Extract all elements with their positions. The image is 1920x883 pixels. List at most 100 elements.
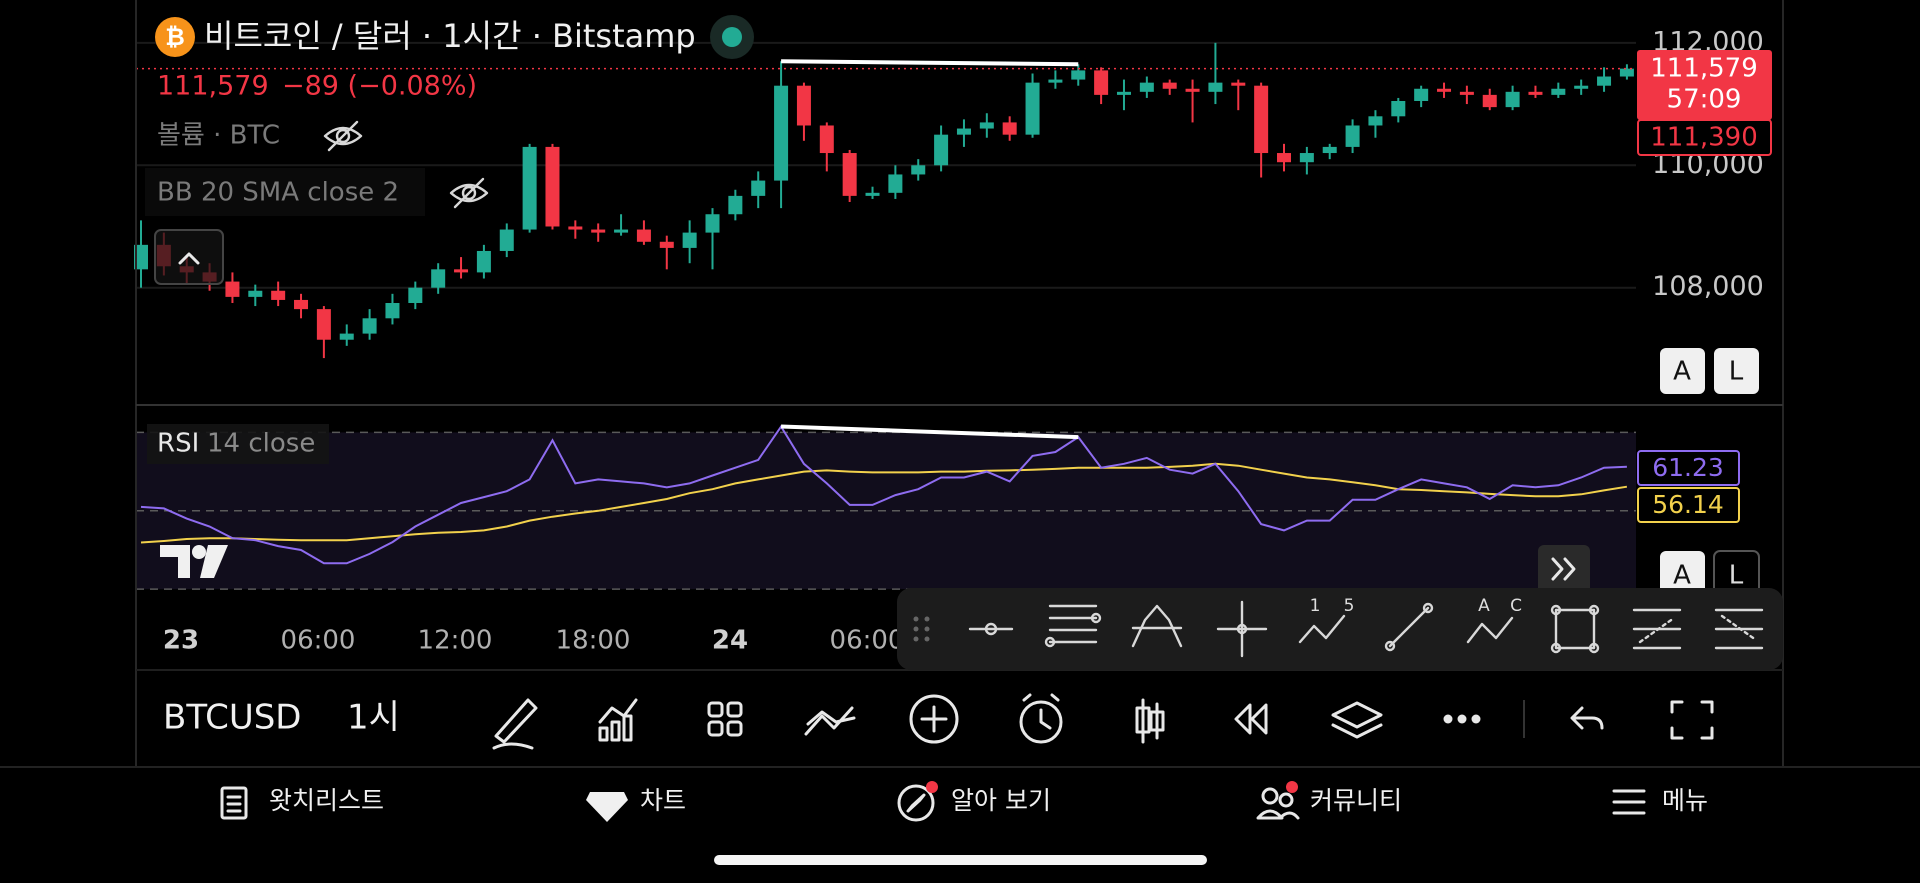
candle-body — [1345, 125, 1360, 147]
tradingview-logo — [160, 545, 228, 578]
tool-tag: C — [1510, 596, 1522, 616]
countdown: 57:09 — [1667, 85, 1742, 115]
fullscreen-button[interactable] — [1670, 700, 1714, 740]
market-status-dot — [722, 27, 742, 47]
candle-body — [1002, 122, 1017, 135]
time-label: 12:00 — [418, 626, 493, 656]
replay-button[interactable] — [1234, 703, 1268, 735]
auto-button-label: A — [1673, 561, 1691, 591]
drawing-toolbar: 1 5 A C — [897, 588, 1783, 670]
nav-badge — [926, 781, 938, 793]
toolbar-symbol[interactable]: BTCUSD — [163, 698, 302, 738]
alert-button[interactable] — [1019, 693, 1063, 744]
candle-body — [705, 214, 720, 233]
tool-tag: A — [1478, 596, 1490, 616]
candle-body — [751, 180, 766, 196]
candle-body — [339, 333, 354, 340]
expand-tools-button[interactable] — [1538, 545, 1590, 594]
auto-button[interactable] — [1660, 348, 1705, 394]
undo-button[interactable] — [1570, 706, 1604, 730]
tool-crosshair[interactable] — [1216, 600, 1268, 658]
nav-explore[interactable]: 알아 보기 — [951, 786, 1051, 815]
tool-horizontal-ray[interactable] — [968, 622, 1014, 636]
rsi-line — [140, 424, 1627, 565]
volume-label[interactable]: 볼륨 · BTC — [157, 121, 280, 151]
tool-abcd[interactable] — [1466, 616, 1514, 644]
nav-watchlist[interactable]: 왓치리스트 — [269, 786, 384, 815]
candle-body — [476, 250, 491, 273]
candle-body — [1139, 82, 1154, 92]
add-button[interactable] — [909, 694, 959, 744]
candle-body — [796, 85, 811, 126]
hide-icon[interactable] — [323, 120, 363, 152]
candle-body — [1277, 153, 1291, 163]
other-price-box: 111,390 — [1637, 119, 1772, 156]
candle-body — [1048, 79, 1063, 83]
candle-body — [362, 318, 377, 334]
rsi-title[interactable]: RSI — [157, 429, 199, 459]
chart-type-button[interactable] — [1135, 698, 1165, 744]
rsi-value-box: 61.23 — [1637, 450, 1740, 486]
nav-community[interactable]: 커뮤니티 — [1310, 786, 1402, 815]
candle-body — [225, 281, 240, 297]
drag-handle[interactable] — [913, 616, 930, 642]
candle-body — [1505, 91, 1520, 108]
tool-trendline[interactable] — [1384, 602, 1434, 652]
toolbar-interval[interactable]: 1시 — [347, 698, 400, 738]
log-button[interactable] — [1714, 348, 1759, 394]
bb-label[interactable]: BB 20 SMA close 2 — [157, 178, 399, 208]
candle-body — [545, 146, 560, 227]
tool-rectangle[interactable] — [1550, 604, 1600, 654]
header-price: 111,579 — [157, 71, 269, 102]
tool-regression[interactable] — [1714, 608, 1764, 650]
candle-body — [1551, 88, 1566, 95]
nav-icon-explore — [897, 784, 935, 822]
candle-body — [636, 229, 651, 242]
layout-button[interactable] — [707, 701, 743, 737]
nav-icon-watchlist — [220, 786, 248, 820]
compare-button[interactable] — [804, 706, 856, 736]
tool-pattern[interactable] — [1131, 604, 1183, 648]
candle-body — [408, 287, 423, 303]
log-button-label: L — [1729, 561, 1744, 591]
log-button-label: L — [1729, 357, 1744, 387]
symbol-title[interactable]: 비트코인 / 달러 · 1시간 · Bitstamp — [204, 17, 696, 55]
coin-icon — [155, 17, 195, 57]
candle-body — [934, 134, 949, 166]
candle-body — [1162, 82, 1177, 89]
indicators-button[interactable] — [598, 698, 638, 742]
candle-body — [1619, 68, 1634, 77]
collapse-button[interactable] — [154, 229, 224, 285]
nav-chart[interactable]: 차트 — [640, 786, 686, 815]
hide-icon[interactable] — [449, 177, 489, 209]
tool-channel[interactable] — [1632, 608, 1682, 650]
tool-fib[interactable] — [1044, 604, 1102, 648]
candle-body — [1368, 116, 1383, 126]
auto-button[interactable] — [1660, 551, 1705, 597]
candle-body — [1299, 153, 1314, 163]
more-button[interactable] — [1443, 714, 1481, 724]
rsi-sma-box: 56.14 — [1637, 487, 1740, 523]
tool-tag: 5 — [1344, 596, 1355, 616]
y-tick-label: 108,000 — [1652, 271, 1764, 302]
candle-body — [956, 128, 971, 135]
candle-body — [911, 165, 926, 175]
auto-button-label: A — [1673, 357, 1691, 387]
nav-menu[interactable]: 메뉴 — [1662, 786, 1708, 815]
draw-tool-button[interactable] — [492, 698, 538, 750]
nav-icon-menu — [1612, 789, 1646, 815]
candle-body — [1071, 70, 1086, 80]
label-bg — [147, 424, 329, 464]
candle-body — [431, 269, 446, 288]
candle-body — [1231, 82, 1246, 86]
candle-body — [659, 241, 674, 248]
candle-body — [1414, 88, 1429, 101]
rsi-params[interactable]: 14 close — [207, 429, 315, 459]
candle-body — [134, 244, 148, 270]
candle-body — [1322, 146, 1337, 154]
last-price-label: 111,579 — [1650, 54, 1758, 84]
tool-projection[interactable] — [1298, 614, 1346, 644]
header-change: −89 (−0.08%) — [282, 71, 477, 102]
layers-button[interactable] — [1331, 701, 1383, 739]
